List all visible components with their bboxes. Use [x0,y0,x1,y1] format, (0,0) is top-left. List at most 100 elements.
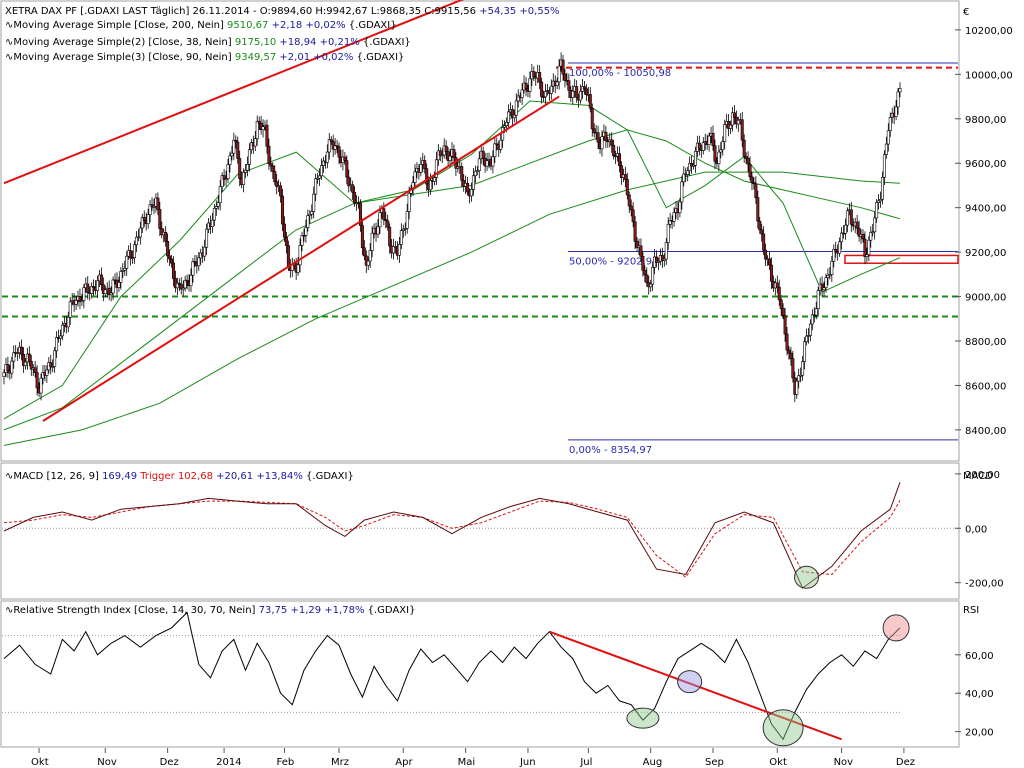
price-header: XETRA DAX PF [.GDAXI LAST Täglich] 26.11… [5,6,560,17]
candle-body [440,154,444,157]
candle-body [563,73,567,81]
candle-body [273,171,277,182]
candle-body [66,317,70,328]
svg-text:∿Moving Average Simple(3) [Clo: ∿Moving Average Simple(3) [Close, 90, Ne… [5,52,404,63]
candle-body [678,201,682,214]
candle-body [193,261,197,264]
candle-body [849,209,853,225]
svg-text:∿Moving Average Simple(2) [Clo: ∿Moving Average Simple(2) [Close, 38, Ne… [5,37,411,48]
candle-body [791,358,795,379]
candle-body [721,141,725,151]
candle-body [799,374,803,377]
candle-body [713,145,717,162]
rsi-ytick-label: 20,00 [965,728,994,739]
price-ytick-label: 9000,00 [965,293,1006,304]
rsi-side-label: RSI [963,605,979,616]
price-ytick-label: 9400,00 [965,204,1006,215]
candle-body [312,193,316,212]
candle-body [224,178,228,180]
candle-body [425,168,429,185]
candle-body [588,94,592,109]
candle-body [880,176,884,200]
candle-body [592,128,596,134]
candle-body [505,122,509,126]
candle-body [452,149,456,158]
candle-body [740,119,744,141]
candle-body [86,283,90,293]
rsi-highlight-circle [677,670,703,694]
candle-body [210,219,214,227]
rsi-highlight-circle [626,707,660,729]
candle-body [651,267,655,285]
price-ytick-label: 9200,00 [965,248,1006,259]
candle-body [752,182,756,185]
candle-body [212,208,216,221]
candle-body [803,341,807,362]
candle-body [333,145,337,150]
candle-body [635,241,639,248]
candle-body [590,107,594,130]
candle-body [783,315,787,335]
candle-body [329,139,333,142]
candle-body [742,139,746,157]
candle-body [432,177,436,182]
x-tick-label: Nov [834,757,854,768]
candle-body [781,308,785,316]
candle-body [58,335,62,339]
candle-body [267,145,271,164]
candle-body [619,165,623,178]
candle-body [806,335,810,337]
candle-body [882,154,886,178]
candle-body [74,300,78,305]
candle-body [596,132,600,143]
candle-body [325,151,329,163]
candle-body [491,156,495,167]
candle-body [434,159,438,178]
candle-body [123,268,127,271]
macd-panel [0,462,960,600]
candle-body [875,202,879,219]
candle-body [629,205,633,211]
candle-body [896,91,900,108]
candle-body [549,85,553,94]
candle-body [2,372,6,377]
candle-body [82,287,86,301]
candle-body [485,160,489,167]
candle-body [101,284,105,294]
price-ytick-label: 8800,00 [965,337,1006,348]
macd-ytick-label: 0,00 [965,524,987,535]
candle-body [582,86,586,90]
candle-body [540,81,544,97]
candle-body [384,219,388,222]
candle-body [392,246,396,254]
candle-body [840,232,844,243]
candle-body [746,158,750,165]
ma-indicator-icon: ∿ [5,52,13,63]
candle-body [672,212,676,222]
candle-body [861,233,865,240]
candle-body [310,211,314,215]
candle-body [514,100,518,116]
candle-body [160,228,164,236]
candle-body [448,155,452,161]
candle-body [520,89,524,98]
x-tick-label: Nov [97,757,117,768]
candle-body [863,238,867,257]
candle-body [775,282,779,288]
candle-body [353,192,357,204]
candle-body [816,290,820,309]
x-tick-label: Aug [643,757,663,768]
candle-body [466,183,470,193]
candle-body [80,300,84,303]
candle-body [641,256,645,271]
candle-body [321,160,325,166]
rsi-line [3,611,901,741]
candle-body [707,135,711,146]
candle-body [693,151,697,166]
candle-body [175,282,179,289]
candle-body [282,223,286,238]
candle-body [319,165,323,177]
candle-body [218,186,222,203]
candle-body [688,163,692,171]
candle-body [138,227,142,238]
